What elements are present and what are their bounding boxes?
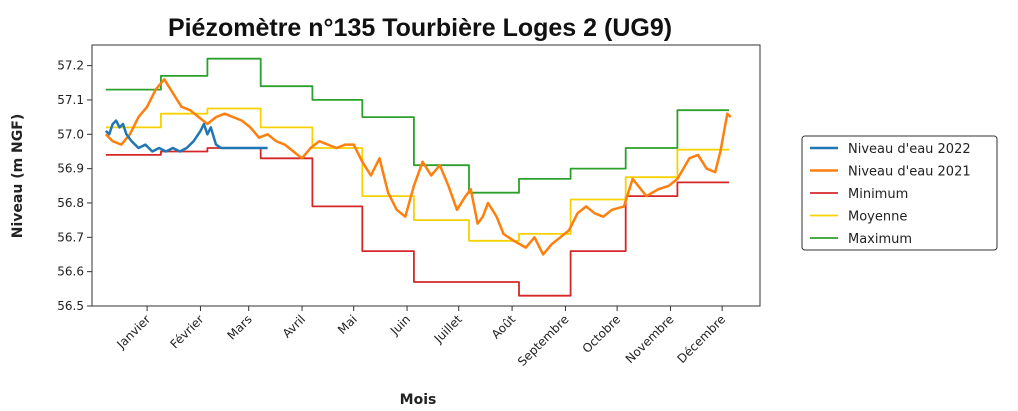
x-tick-label: Mai — [335, 312, 360, 337]
x-tick-label: Mars — [224, 312, 254, 342]
y-axis-label: Niveau (m NGF) — [10, 114, 26, 238]
series-line — [104, 119, 268, 153]
x-tick-label: Novembre — [623, 312, 677, 366]
legend-label: Niveau d'eau 2021 — [848, 165, 971, 180]
legend-label: Maximum — [848, 232, 912, 247]
legend-label: Niveau d'eau 2022 — [848, 142, 971, 157]
y-tick-label: 57.1 — [57, 93, 84, 107]
x-tick-label: Janvier — [113, 312, 153, 352]
x-tick-label: Octobre — [580, 312, 624, 356]
x-tick-label: Juin — [387, 312, 413, 338]
y-tick-label: 56.5 — [57, 299, 84, 313]
x-axis-label: Mois — [400, 392, 437, 408]
x-tick-label: Septembre — [515, 312, 572, 369]
series-line — [105, 57, 729, 194]
y-tick-label: 56.8 — [57, 196, 84, 210]
y-tick-label: 56.6 — [57, 265, 84, 279]
chart-title: Piézomètre n°135 Tourbière Loges 2 (UG9) — [168, 14, 672, 42]
legend-box — [801, 135, 998, 251]
x-tick-label: Août — [489, 312, 519, 342]
plot-frame — [91, 44, 761, 307]
x-tick-label: Décembre — [675, 312, 729, 366]
y-tick-label: 57.2 — [57, 59, 84, 73]
y-tick-label: 56.7 — [57, 230, 84, 244]
x-tick-label: Juillet — [431, 312, 465, 346]
series-line — [105, 107, 729, 242]
legend-label: Moyenne — [848, 210, 907, 225]
y-tick-label: 57.0 — [57, 127, 84, 141]
x-tick-label: Avril — [280, 312, 308, 340]
series-line — [105, 147, 729, 297]
x-tick-label: Février — [167, 312, 206, 351]
legend-label: Minimum — [848, 187, 908, 202]
series-line — [104, 78, 732, 256]
y-tick-label: 56.9 — [57, 162, 84, 176]
